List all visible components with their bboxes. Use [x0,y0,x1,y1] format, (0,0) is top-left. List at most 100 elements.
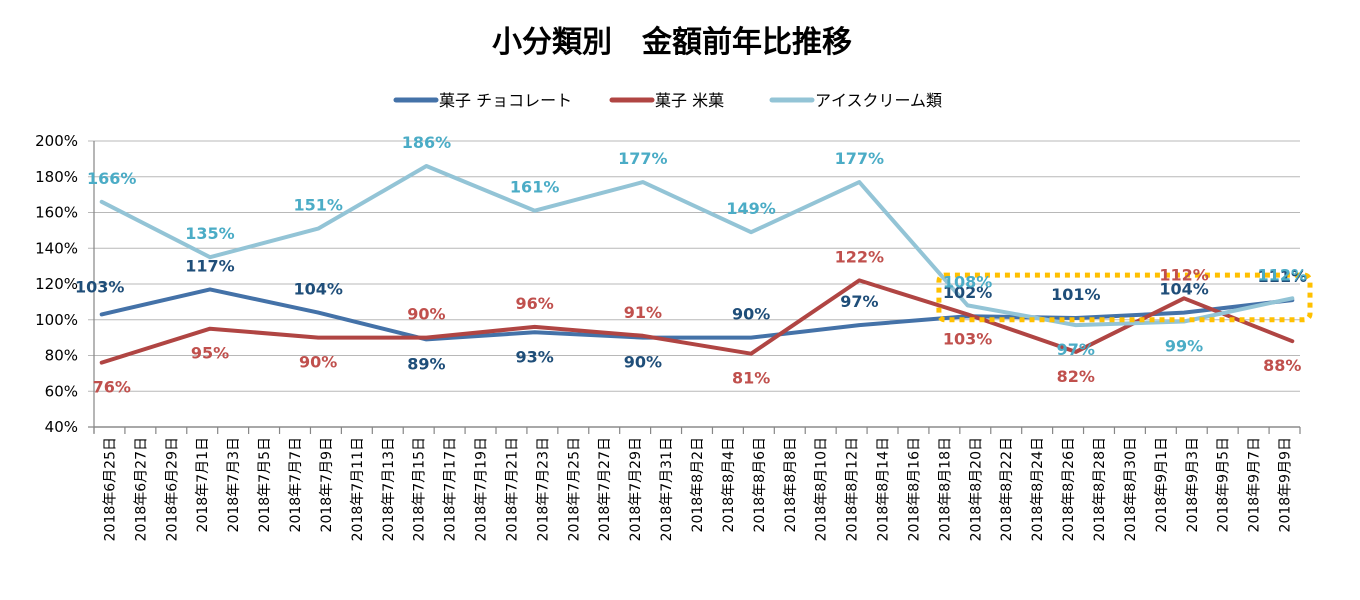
data-label: 93% [516,347,554,366]
legend-label: 菓子 米菓 [655,91,724,110]
data-label: 90% [407,305,445,324]
data-label: 112% [1258,265,1307,284]
data-label: 151% [293,196,342,215]
x-tick-label: 2018年6月27日 [133,437,149,541]
x-tick-label: 2018年9月1日 [1154,437,1170,532]
x-tick-label: 2018年8月30日 [1123,437,1139,541]
data-label: 89% [407,354,445,373]
data-label: 166% [87,169,136,188]
x-tick-label: 2018年9月3日 [1185,437,1201,532]
data-label: 104% [293,280,342,299]
data-label: 82% [1057,367,1095,386]
data-label: 117% [185,256,234,275]
data-label: 97% [1057,340,1095,359]
x-tick-label: 2018年8月4日 [721,437,737,532]
x-tick-label: 2018年9月5日 [1216,437,1232,532]
y-tick-label: 80% [45,347,78,365]
chart-title: 小分類別 金額前年比推移 [492,25,852,60]
gridlines [88,140,1300,428]
x-tick-label: 2018年6月25日 [102,437,118,541]
x-tick-label: 2018年8月18日 [937,437,953,541]
data-label: 149% [726,199,775,218]
y-tick-label: 40% [45,418,78,436]
x-tick-label: 2018年6月29日 [164,437,180,541]
data-label: 90% [299,353,337,372]
x-tick-label: 2018年7月9日 [319,437,335,532]
data-label: 122% [835,247,884,266]
data-label: 91% [624,303,662,322]
data-label: 76% [93,378,131,397]
x-tick-label: 2018年7月29日 [628,437,644,541]
data-label: 90% [732,305,770,324]
x-tick-label: 2018年8月24日 [1030,437,1046,541]
legend-item-2: アイスクリーム類 [769,91,942,110]
x-tick-label: 2018年8月12日 [845,437,861,541]
data-label: 95% [191,344,229,363]
series-lines [99,164,1295,365]
data-label: 97% [840,292,878,311]
series-line-2 [99,164,1295,328]
series-line-0 [99,287,1295,342]
x-tick-label: 2018年7月31日 [659,437,675,541]
data-labels: 103% 117% 104% 89% 93% 90% 90% 97% 102% 101% 104% 1… [75,133,1307,397]
x-tick-label: 2018年7月5日 [257,437,273,532]
x-tick-label: 2018年7月25日 [566,437,582,541]
x-tick-label: 2018年9月9日 [1278,437,1294,532]
data-label: 96% [516,294,554,313]
x-tick-label: 2018年8月28日 [1092,437,1108,541]
data-label: 103% [75,277,124,296]
legend-label: 菓子 チョコレート [439,91,572,110]
x-tick-label: 2018年7月11日 [350,437,366,541]
y-axis: 200% 180% 160% 140% 120% 100% 80% 60% 40% [35,132,95,436]
y-tick-label: 180% [35,168,78,186]
data-label: 111% [1258,267,1307,286]
x-tick-label: 2018年7月1日 [195,437,211,532]
data-label: 99% [1165,337,1203,356]
y-tick-label: 100% [35,311,78,329]
data-label: 177% [618,149,667,168]
x-tick-label: 2018年8月2日 [690,437,706,532]
x-tick-label: 2018年8月14日 [876,437,892,541]
x-tick-label: 2018年7月3日 [226,437,242,532]
x-tick-label: 2018年8月8日 [783,437,799,532]
x-tick-label: 2018年8月26日 [1061,437,1077,541]
y-tick-label: 140% [35,239,78,257]
x-tick-label: 2018年7月27日 [597,437,613,541]
highlight-box [936,272,1313,323]
data-label: 103% [943,329,992,348]
data-label: 104% [1159,280,1208,299]
data-label: 161% [510,178,559,197]
x-tick-label: 2018年7月17日 [443,437,459,541]
legend-item-0: 菓子 チョコレート [393,91,572,110]
legend-label: アイスクリーム類 [815,91,942,110]
series-line-1 [99,278,1295,365]
x-tick-label: 2018年7月13日 [381,437,397,541]
legend: 菓子 チョコレート 菓子 米菓 アイスクリーム類 [393,91,942,110]
y-tick-label: 160% [35,204,78,222]
y-tick-label: 120% [35,275,78,293]
x-tick-label: 2018年7月19日 [474,437,490,541]
x-tick-label: 2018年7月21日 [504,437,520,541]
data-label: 90% [624,353,662,372]
y-tick-label: 60% [45,382,78,400]
x-tick-label: 2018年7月15日 [412,437,428,541]
data-label: 81% [732,369,770,388]
y-tick-label: 200% [35,132,78,150]
annotations [936,272,1313,323]
x-tick-label: 2018年7月23日 [535,437,551,541]
x-tick-label: 2018年9月7日 [1247,437,1263,532]
legend-item-1: 菓子 米菓 [609,91,724,110]
x-tick-label: 2018年8月10日 [814,437,830,541]
data-label: 101% [1051,285,1100,304]
data-label: 88% [1263,356,1301,375]
x-tick-label: 2018年7月7日 [288,437,304,532]
data-label: 108% [943,272,992,291]
x-tick-label: 2018年8月6日 [752,437,768,532]
x-tick-label: 2018年8月22日 [999,437,1015,541]
data-label: 102% [943,283,992,302]
data-label: 135% [185,224,234,243]
data-label: 186% [402,133,451,152]
x-axis: 2018年6月25日 2018年6月27日 2018年6月29日 2018年7月1日 2… [93,426,1301,541]
data-label: 177% [835,149,884,168]
